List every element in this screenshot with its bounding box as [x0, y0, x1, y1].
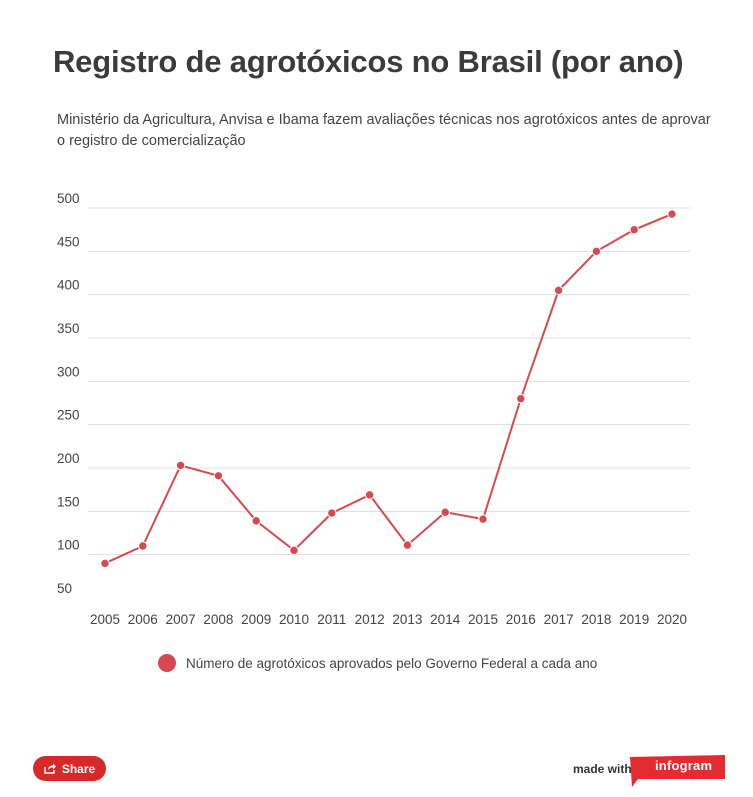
data-point[interactable] — [402, 540, 413, 550]
y-tick-label: 300 — [57, 364, 80, 379]
x-tick-label: 2005 — [90, 612, 120, 627]
data-point[interactable] — [251, 516, 261, 526]
y-tick-label: 400 — [57, 278, 80, 293]
data-point[interactable] — [629, 224, 639, 235]
data-point[interactable] — [553, 285, 564, 296]
x-axis: 2005 2006 2007 2008 2009 2010 2011 2012 2013 2014… — [90, 612, 687, 627]
y-tick-label: 500 — [57, 191, 80, 206]
y-tick-label: 50 — [57, 581, 72, 596]
data-points — [100, 209, 677, 569]
share-label: Share — [61, 761, 96, 776]
y-tick-label: 100 — [57, 538, 80, 553]
made-with-label: made with — [573, 762, 632, 776]
x-tick-label: 2013 — [392, 612, 422, 627]
x-tick-label: 2019 — [619, 612, 649, 627]
x-tick-label: 2007 — [166, 612, 196, 627]
legend-marker — [158, 654, 176, 672]
x-tick-label: 2016 — [506, 612, 536, 627]
infogram-logo[interactable] — [630, 755, 725, 787]
y-tick-label: 200 — [57, 451, 80, 466]
x-tick-label: 2015 — [468, 612, 498, 627]
x-tick-label: 2010 — [279, 612, 309, 627]
x-tick-label: 2012 — [355, 612, 385, 627]
chart-title: Registro de agrotóxicos no Brasil (por a… — [53, 44, 684, 79]
x-tick-label: 2008 — [203, 612, 233, 627]
x-tick-label: 2011 — [317, 612, 346, 627]
y-tick-label: 450 — [57, 234, 80, 249]
data-point[interactable] — [213, 471, 224, 481]
data-point[interactable] — [591, 246, 602, 257]
data-point[interactable] — [138, 541, 148, 551]
chart-legend[interactable]: Número de agrotóxicos aprovados pelo Gov… — [158, 654, 597, 672]
grid-lines — [88, 207, 690, 556]
y-tick-label: 350 — [57, 321, 80, 336]
x-tick-label: 2006 — [128, 612, 158, 627]
series-line — [104, 213, 673, 565]
x-tick-label: 2018 — [581, 612, 611, 627]
data-point[interactable] — [364, 490, 375, 500]
infogram-brand[interactable]: infogram — [655, 758, 713, 773]
share-button[interactable]: Share — [33, 756, 106, 781]
data-point[interactable] — [516, 393, 526, 404]
share-icon — [44, 763, 56, 774]
legend-label: Número de agrotóxicos aprovados pelo Gov… — [186, 655, 598, 671]
data-point[interactable] — [327, 508, 337, 518]
y-axis: 50 100 150 200 250 300 350 400 450 500 — [57, 191, 80, 596]
data-point[interactable] — [478, 514, 488, 524]
x-tick-label: 2020 — [657, 612, 687, 627]
data-point[interactable] — [440, 507, 450, 517]
data-point[interactable] — [667, 209, 677, 219]
y-tick-label: 150 — [57, 494, 80, 509]
y-tick-label: 250 — [57, 408, 80, 423]
data-point[interactable] — [175, 460, 186, 471]
x-tick-label: 2009 — [241, 612, 271, 627]
x-tick-label: 2014 — [430, 612, 461, 627]
data-point[interactable] — [100, 558, 110, 569]
data-point[interactable] — [289, 545, 299, 556]
x-tick-label: 2017 — [544, 612, 574, 627]
chart-subtitle: Ministério da Agricultura, Anvisa e Ibam… — [57, 112, 711, 149]
